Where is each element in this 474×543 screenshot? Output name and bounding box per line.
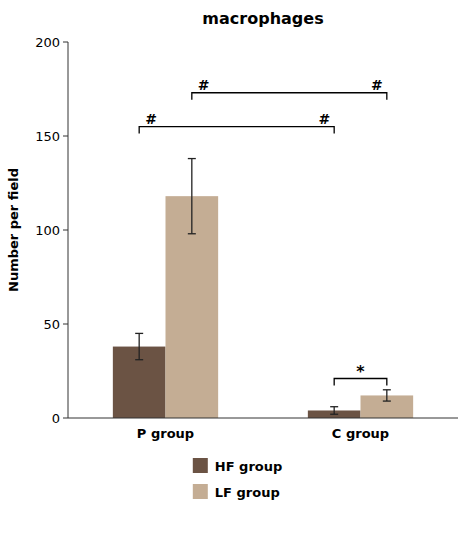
error-cap [188,233,196,234]
x-tick-label: P group [137,426,194,441]
bars [113,159,413,418]
x-axis-line [68,418,458,419]
significance-label: # [371,77,383,93]
error-bar [330,407,338,415]
x-axis: P group C group [137,426,389,441]
error-cap [330,406,338,407]
significance-labels: # # # # * [145,77,383,381]
error-cap [383,389,391,390]
significance-bracket [139,127,334,134]
legend-label: HF group [215,459,282,474]
y-tick-label: 200 [35,35,60,50]
y-tick [63,324,68,325]
x-tick-label: C group [332,426,389,441]
legend-label: LF group [215,485,280,500]
y-tick [63,42,68,43]
error-bar [383,390,391,401]
chart: macrophages Number per field 0 50 100 150 200 #… [0,0,474,543]
significance-label: # [198,77,210,93]
y-tick [63,136,68,137]
significance-label: * [356,362,365,381]
error-line [386,390,387,401]
legend-swatch [193,458,208,473]
y-tick-label: 150 [35,129,60,144]
title: macrophages [202,9,323,28]
y-axis: 0 50 100 150 200 [35,35,68,426]
y-tick [63,230,68,231]
error-line [191,159,192,234]
significance-bracket [192,93,387,100]
y-tick-label: 0 [52,411,60,426]
error-bar [188,159,196,234]
legend: HF group LF group [193,458,282,500]
significance-label: # [318,111,330,127]
error-cap [330,414,338,415]
y-axis-line [68,42,69,418]
error-bar [135,333,143,359]
error-cap [135,359,143,360]
y-tick [63,418,68,419]
error-line [334,407,335,415]
significance-label: # [145,111,157,127]
error-cap [383,400,391,401]
significance-brackets [139,93,387,386]
error-cap [135,333,143,334]
error-cap [188,158,196,159]
y-tick-label: 100 [35,223,60,238]
y-tick-label: 50 [43,317,60,332]
legend-swatch [193,484,208,499]
y-axis-label: Number per field [6,168,21,292]
error-line [139,333,140,359]
